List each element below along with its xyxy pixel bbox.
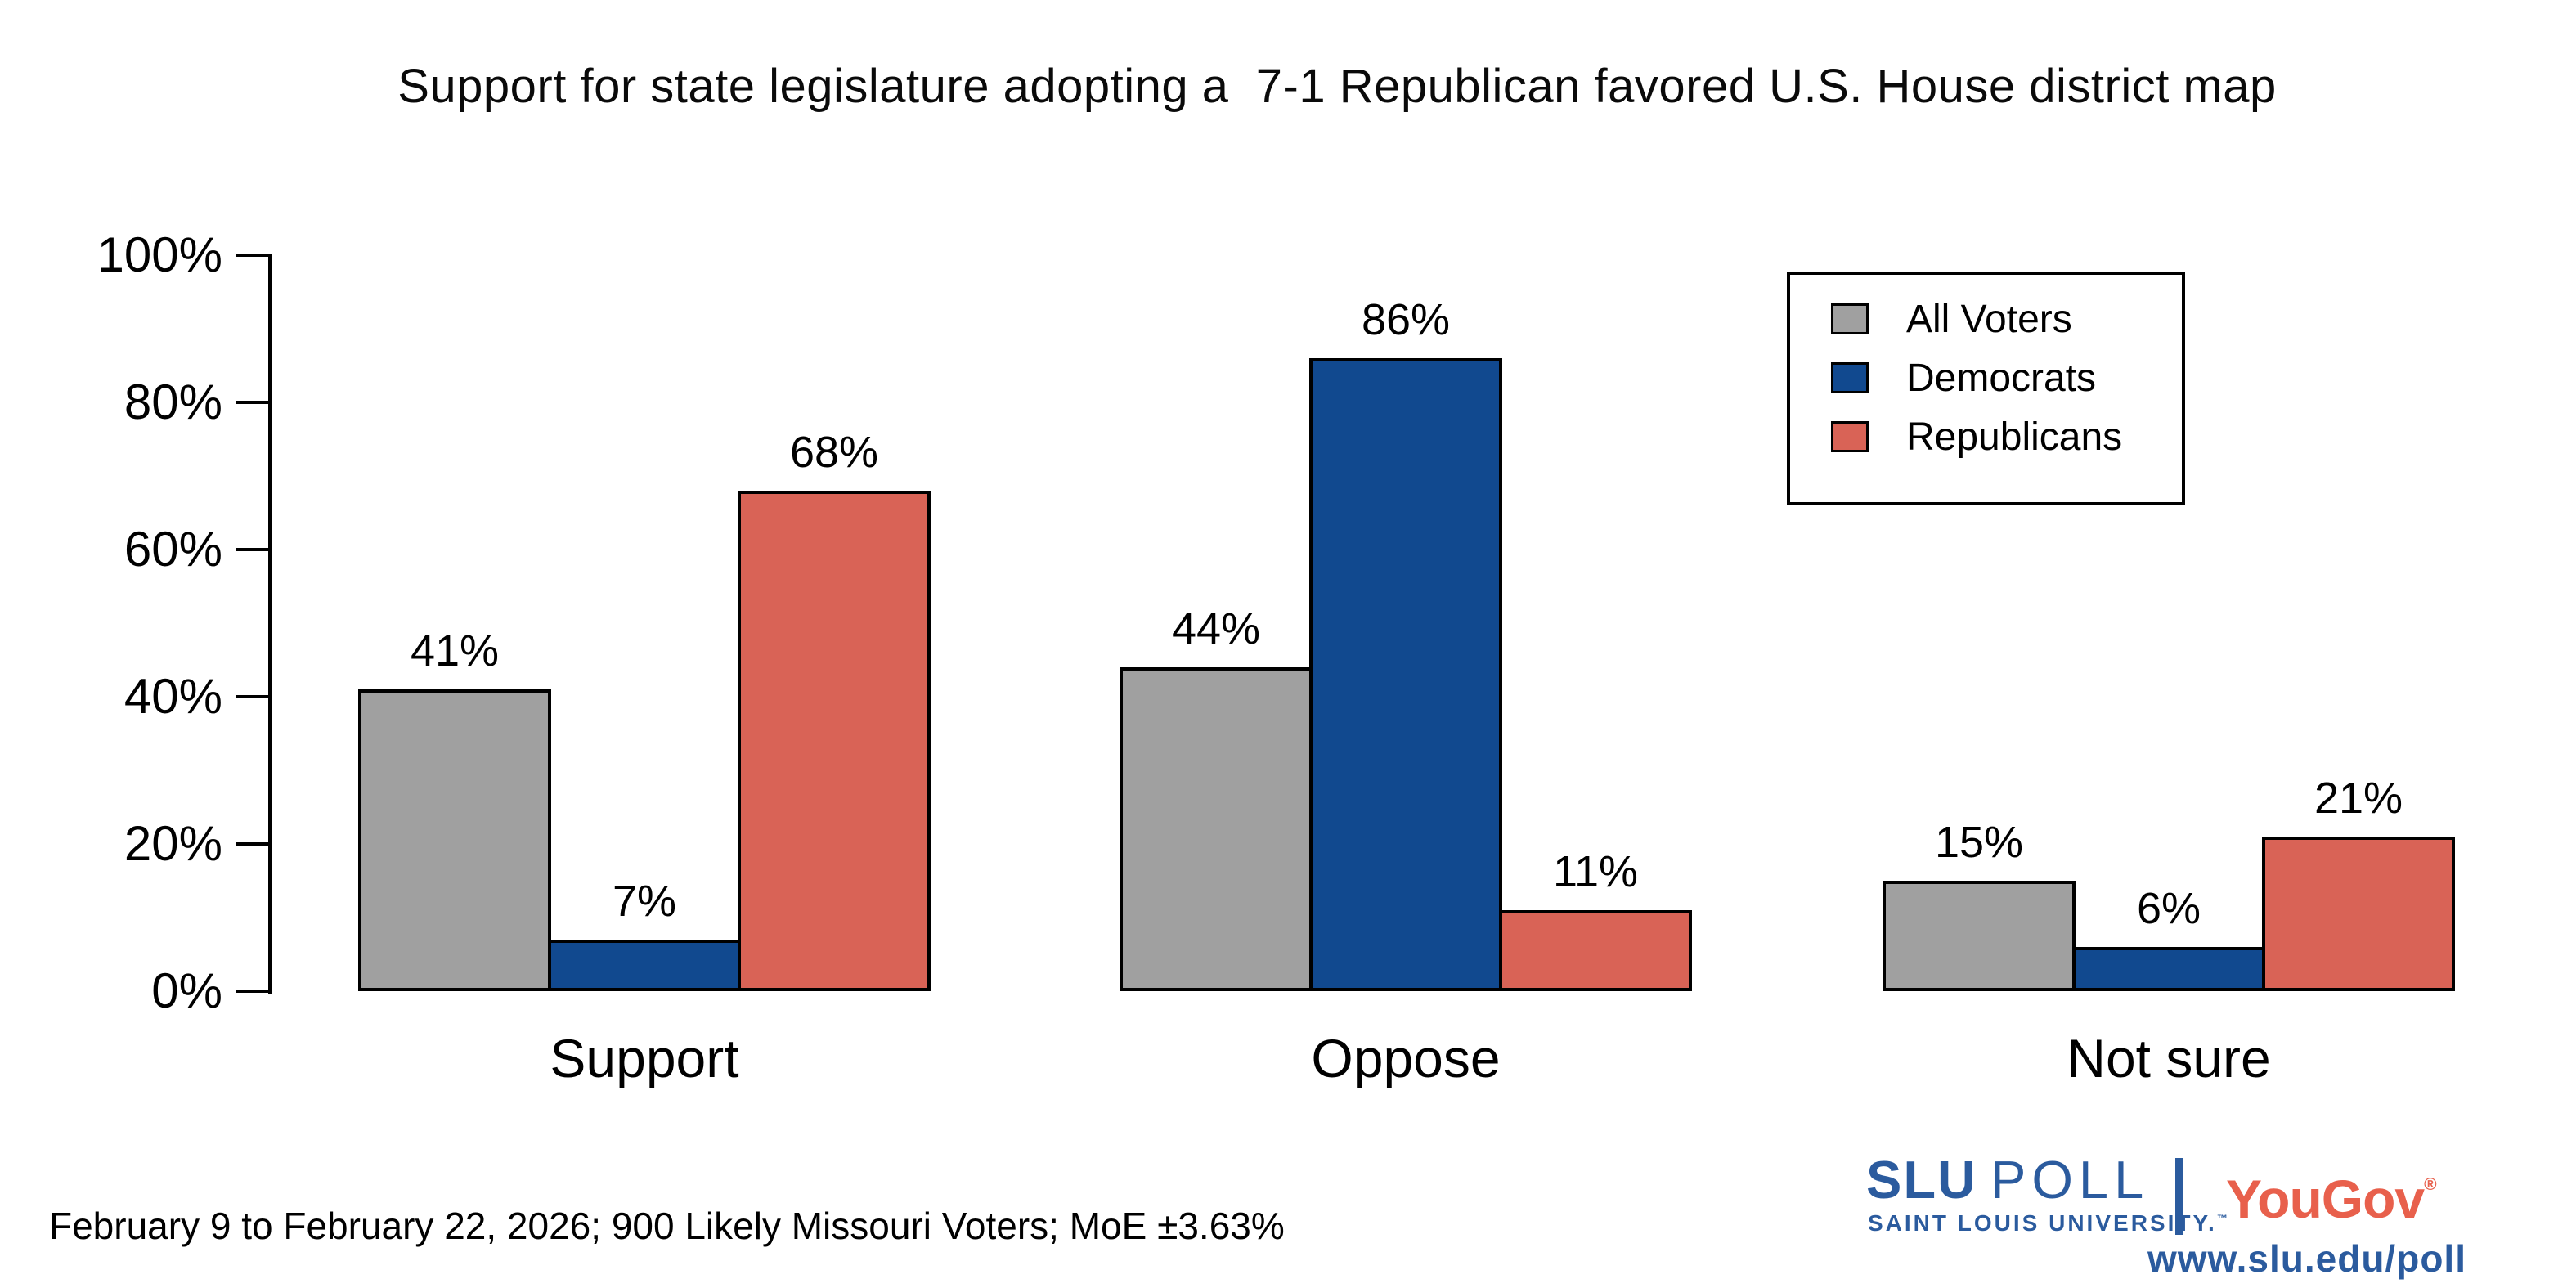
legend-swatch-all-voters: [1831, 303, 1869, 334]
value-label-support-all-voters: 41%: [410, 626, 500, 675]
registered-symbol: ®: [2424, 1175, 2437, 1194]
y-axis-label-0: 0%: [151, 963, 222, 1018]
legend-swatch-republicans: [1831, 421, 1869, 452]
bar-oppose-democrats: [1309, 358, 1502, 991]
y-axis-tick-80: [236, 401, 272, 404]
legend-item-republicans: Republicans: [1831, 415, 2122, 459]
y-axis-label-80: 80%: [123, 375, 222, 429]
legend-item-all-voters: All Voters: [1831, 298, 2072, 341]
value-label-support-republicans: 68%: [789, 428, 879, 477]
y-axis-tick-100: [236, 254, 272, 257]
bar-support-republicans: [738, 491, 931, 991]
bar-support-all-voters: [358, 689, 551, 991]
legend: All Voters Democrats Republicans: [1787, 272, 2185, 505]
y-axis-tick-60: [236, 548, 272, 551]
y-axis-label-40: 40%: [123, 669, 222, 724]
poll-url: www.slu.edu/poll: [2147, 1237, 2466, 1280]
yougov-text: YouGov: [2226, 1169, 2425, 1229]
y-axis-tick-20: [236, 842, 272, 846]
legend-label-republicans: Republicans: [1906, 415, 2123, 459]
yougov-logo: YouGov®: [2226, 1168, 2437, 1230]
y-axis-tick-40: [236, 695, 272, 698]
bar-oppose-all-voters: [1120, 667, 1313, 991]
value-label-not-sure-all-voters: 15%: [1934, 818, 2024, 867]
logo-divider: [2175, 1158, 2183, 1235]
value-label-not-sure-republicans: 21%: [2313, 774, 2403, 823]
value-label-support-democrats: 7%: [612, 877, 677, 926]
value-label-oppose-democrats: 86%: [1361, 295, 1451, 344]
slu-poll-logo: SLU POLL: [1866, 1153, 2149, 1206]
x-axis-label-oppose: Oppose: [1311, 1028, 1501, 1088]
legend-item-democrats: Democrats: [1831, 357, 2096, 400]
y-axis-label-20: 20%: [123, 816, 222, 871]
bar-oppose-republicans: [1499, 910, 1692, 991]
value-label-oppose-republicans: 11%: [1552, 847, 1639, 896]
bar-support-democrats: [548, 940, 741, 991]
trademark-symbol: ™: [2216, 1212, 2230, 1225]
bar-not-sure-all-voters: [1883, 881, 2076, 991]
legend-label-all-voters: All Voters: [1906, 297, 2072, 341]
survey-footnote: February 9 to February 22, 2026; 900 Lik…: [49, 1205, 1285, 1247]
slu-university-wordmark: SAINT LOUIS UNIVERSITY.™: [1868, 1210, 2230, 1236]
chart-title: Support for state legislature adopting a…: [397, 60, 2277, 113]
y-axis-label-60: 60%: [123, 522, 222, 577]
legend-label-democrats: Democrats: [1906, 356, 2097, 400]
y-axis-line: [268, 255, 272, 994]
x-axis-label-support: Support: [550, 1028, 739, 1088]
bar-not-sure-democrats: [2072, 947, 2265, 991]
y-axis-label-100: 100%: [96, 227, 222, 282]
slu-university-text: SAINT LOUIS UNIVERSITY.: [1868, 1210, 2217, 1236]
bar-not-sure-republicans: [2262, 837, 2455, 991]
slu-poll-logo-poll: POLL: [1990, 1150, 2150, 1209]
x-axis-label-not-sure: Not sure: [2067, 1028, 2271, 1088]
value-label-oppose-all-voters: 44%: [1171, 604, 1261, 653]
legend-swatch-democrats: [1831, 362, 1869, 393]
y-axis-tick-0: [236, 990, 272, 993]
value-label-not-sure-democrats: 6%: [2136, 884, 2201, 933]
slu-poll-logo-slu: SLU: [1866, 1150, 1977, 1209]
